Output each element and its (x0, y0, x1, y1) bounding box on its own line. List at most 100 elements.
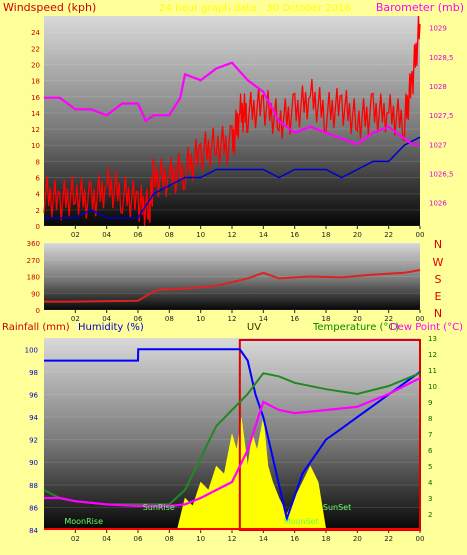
direction-label-s: S (435, 273, 442, 286)
temperature-tick-label: 7 (428, 431, 432, 439)
windspeed-axis-title: Windspeed (kph) (3, 1, 96, 14)
temperature-axis-title: Temperature (°C) (312, 322, 399, 333)
barometer-series (44, 61, 420, 146)
x-tick-label: 04 (102, 315, 111, 323)
humidity-tick-label: 88 (29, 482, 38, 490)
x-tick-label: 14 (259, 231, 268, 239)
barometer-tick-label: 1026,5 (429, 171, 454, 179)
windspeed-tick-label: 0 (36, 223, 40, 231)
temperature-tick-label: 2 (428, 511, 432, 519)
gust-series (43, 15, 421, 227)
x-tick-label: 02 (71, 315, 80, 323)
x-tick-label: 04 (102, 535, 111, 543)
direction-label-n-bottom: N (434, 307, 442, 320)
moonset-label: MoonSet (284, 517, 319, 526)
x-tick-label: 08 (165, 315, 174, 323)
x-tick-label: 10 (196, 535, 205, 543)
direction-label-n-top: N (434, 238, 442, 251)
barometer-tick-label: 1029 (429, 25, 447, 33)
temperature-tick-label: 5 (428, 463, 432, 471)
barometer-tick-label: 1026 (429, 200, 447, 208)
x-tick-label: 22 (384, 315, 393, 323)
humidity-tick-label: 90 (29, 459, 38, 467)
chart-title: 24 hour graph data - 30 October 2016 (159, 3, 350, 14)
temperature-tick-label: 3 (428, 495, 432, 503)
sunset-label: SunSet (323, 503, 351, 512)
temperature-tick-label: 8 (428, 415, 432, 423)
x-tick-label: 18 (322, 231, 331, 239)
x-tick-label: 16 (290, 315, 299, 323)
direction-tick-label: 0 (36, 307, 40, 315)
windspeed-tick-label: 24 (31, 29, 40, 37)
uv-axis-title: UV (247, 322, 261, 333)
wind-plot-area (44, 16, 420, 226)
direction-label-e: E (435, 290, 442, 303)
x-tick-label: 00 (416, 231, 425, 239)
dewpoint-series (44, 377, 421, 508)
x-tick-label: 10 (196, 315, 205, 323)
wind-direction-labels: N W S E N (433, 238, 444, 320)
x-tick-label: 08 (165, 231, 174, 239)
direction-tick-label: 90 (31, 290, 40, 298)
windspeed-tick-label: 14 (31, 110, 40, 118)
windspeed-tick-label: 6 (36, 175, 41, 183)
temperature-tick-label: 4 (428, 479, 433, 487)
humidity-tick-label: 100 (25, 346, 38, 354)
x-tick-label: 06 (134, 535, 143, 543)
barometer-tick-label: 1027 (429, 141, 447, 149)
x-tick-label: 06 (134, 231, 143, 239)
x-tick-label: 04 (102, 231, 111, 239)
temperature-tick-label: 11 (428, 367, 437, 375)
x-tick-label: 12 (228, 535, 237, 543)
rainfall-axis-title: Rainfall (mm) (2, 322, 70, 333)
x-tick-label: 22 (384, 535, 393, 543)
direction-tick-label: 270 (27, 257, 40, 265)
x-tick-label: 12 (228, 231, 237, 239)
humidity-tick-label: 86 (29, 504, 38, 512)
windspeed-tick-label: 10 (31, 142, 40, 150)
wind-barometer-chart: 02468101214161820222410261026,510271027,… (31, 15, 454, 239)
humidity-tick-label: 98 (29, 369, 38, 377)
humidity-tick-label: 94 (29, 414, 38, 422)
avg-wind-series (44, 136, 421, 219)
x-tick-label: 20 (353, 315, 362, 323)
windspeed-tick-label: 2 (36, 207, 40, 215)
wind-direction-chart: 0 90 180 270 360 02 04 06 08 10 12 14 16 18 20 22 00 (27, 240, 425, 323)
x-tick-label: 22 (384, 231, 393, 239)
barometer-tick-label: 1028 (429, 83, 447, 91)
direction-tick-label: 360 (27, 240, 40, 248)
windspeed-tick-label: 16 (31, 94, 40, 102)
x-tick-label: 16 (290, 231, 299, 239)
windspeed-tick-label: 8 (36, 158, 40, 166)
barometer-tick-label: 1027,5 (429, 112, 454, 120)
x-tick-label: 00 (416, 315, 425, 323)
humidity-tick-label: 92 (29, 437, 38, 445)
windspeed-tick-label: 20 (31, 61, 40, 69)
humidity-axis-title: Humidity (%) (78, 322, 144, 333)
x-tick-label: 20 (353, 231, 362, 239)
direction-label-w: W (433, 256, 444, 269)
humidity-tick-label: 84 (29, 527, 38, 535)
x-tick-label: 16 (290, 535, 299, 543)
windspeed-tick-label: 18 (31, 78, 40, 86)
windspeed-tick-label: 4 (36, 191, 41, 199)
windspeed-tick-label: 22 (31, 45, 40, 53)
uv-area (176, 417, 327, 531)
direction-tick-label: 180 (27, 274, 40, 282)
temperature-tick-label: 10 (428, 383, 437, 391)
x-tick-label: 02 (71, 231, 80, 239)
x-tick-label: 02 (71, 535, 80, 543)
windspeed-tick-label: 12 (31, 126, 40, 134)
direction-series (44, 269, 421, 303)
barometer-tick-label: 1028,5 (429, 54, 454, 62)
temperature-tick-label: 6 (428, 447, 433, 455)
x-tick-label: 20 (353, 535, 362, 543)
moonrise-label: MoonRise (64, 517, 103, 526)
x-tick-label: 06 (134, 315, 143, 323)
temperature-tick-label: 13 (428, 335, 437, 343)
x-tick-label: 00 (416, 535, 425, 543)
x-tick-label: 12 (228, 315, 237, 323)
x-tick-label: 14 (259, 315, 268, 323)
x-tick-label: 18 (322, 315, 331, 323)
